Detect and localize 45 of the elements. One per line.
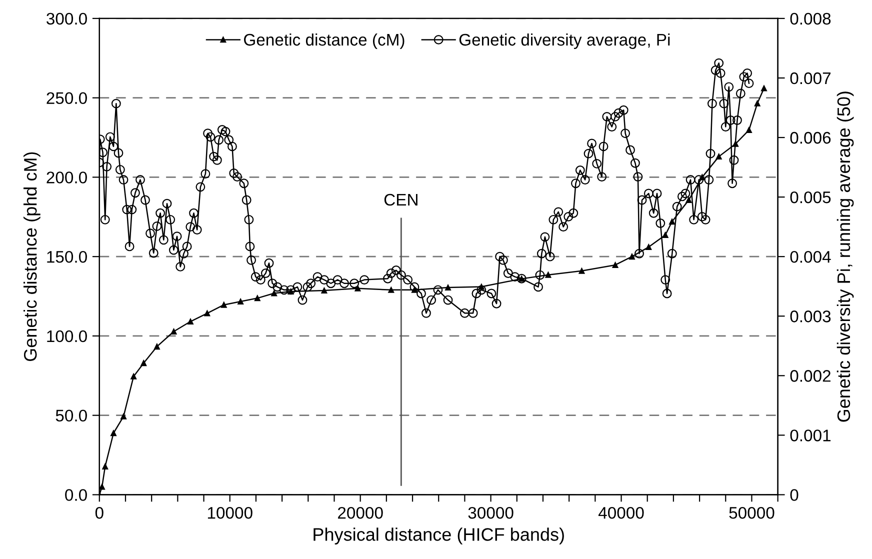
x-tick-label: 0 [95, 506, 104, 519]
y-tick-label: 300.0 [46, 12, 87, 25]
point [578, 268, 585, 274]
x-tick-label: 40000 [598, 506, 644, 519]
y2-tick-label: 0.007 [790, 72, 830, 84]
y2-axis-title: Genetic diversity Pi, running average (50) [836, 92, 854, 422]
point [254, 295, 260, 302]
point [761, 85, 767, 92]
ref-line-label: CEN [384, 194, 418, 206]
point [220, 302, 227, 308]
x-tick-label: 30000 [468, 506, 514, 519]
point [754, 100, 760, 106]
point [669, 218, 675, 225]
point [130, 373, 137, 380]
y2-tick-label: 0.006 [790, 132, 831, 144]
y-tick-label: 100.0 [47, 330, 87, 342]
y-axis-title: Genetic distance (phd cM) [24, 152, 40, 362]
point [388, 286, 394, 293]
point [120, 413, 127, 420]
y2-tick-label: 0.003 [790, 310, 831, 322]
x-axis-title: Physical distance (HICF bands) [314, 528, 564, 544]
y-tick-label: 0.0 [65, 489, 87, 501]
y2-tick-label: 0 [790, 489, 798, 501]
y-tick-label: 250.0 [46, 92, 87, 104]
y-tick-label: 150.0 [47, 250, 87, 263]
x-tick-label: 10000 [208, 506, 252, 519]
point [271, 290, 278, 296]
legend-label: Genetic diversity average, Pi [459, 33, 670, 49]
point [204, 310, 210, 316]
y-tick-label: 50.0 [56, 410, 87, 422]
legend-label: Genetic distance (cM) [244, 33, 404, 49]
y2-tick-label: 0.002 [790, 370, 830, 382]
y2-tick-label: 0.001 [790, 430, 831, 442]
y2-tick-label: 0.008 [790, 12, 831, 25]
point [354, 285, 361, 292]
y2-tick-label: 0.005 [790, 191, 831, 204]
x-tick-label: 20000 [338, 506, 383, 519]
point [746, 127, 752, 134]
point [545, 272, 552, 278]
y2-tick-label: 0.004 [790, 250, 831, 263]
point [102, 463, 108, 470]
x-tick-label: 50000 [729, 506, 774, 519]
point [686, 197, 692, 204]
point [110, 430, 116, 436]
y-tick-label: 200.0 [46, 172, 87, 184]
